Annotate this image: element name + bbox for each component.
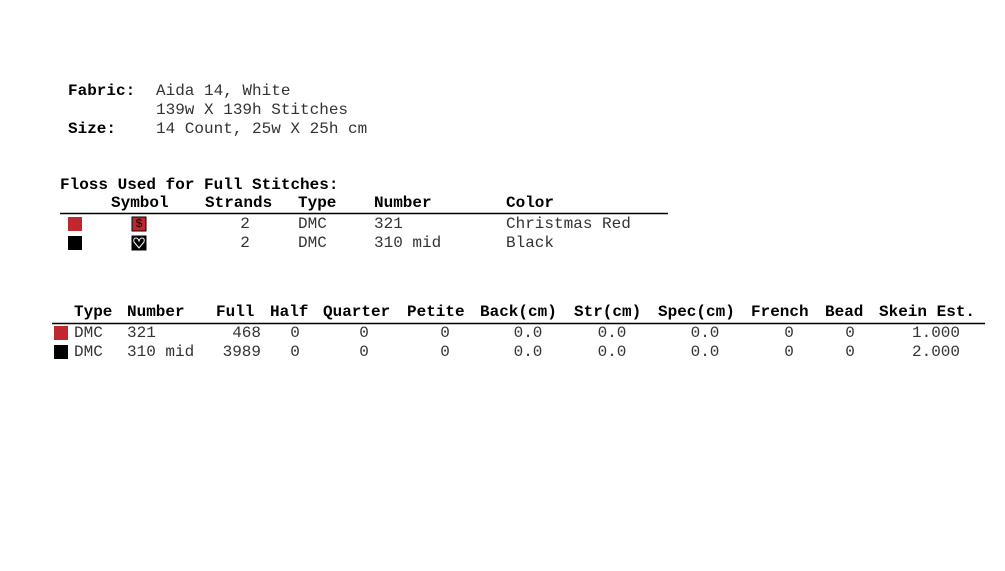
size-value: 14 Count, 25w X 25h cm bbox=[156, 120, 367, 138]
summary-header: Number bbox=[127, 303, 185, 321]
floss-type: DMC bbox=[298, 215, 327, 233]
floss-title: Floss Used for Full Stitches: bbox=[60, 176, 338, 194]
summary-header: Type bbox=[74, 303, 112, 321]
summary-cell: 0.0 bbox=[514, 343, 543, 361]
summary-cell: 3989 bbox=[223, 343, 261, 361]
summary-cell: 0 bbox=[845, 343, 855, 361]
symbol-box bbox=[131, 216, 147, 232]
summary-cell: 0 bbox=[784, 324, 794, 342]
size-label: Size: bbox=[68, 120, 116, 138]
summary-cell: 2.000 bbox=[912, 343, 960, 361]
summary-cell: 0.0 bbox=[598, 343, 627, 361]
floss-header: Symbol bbox=[111, 194, 169, 212]
floss-header: Type bbox=[298, 194, 336, 212]
swatch bbox=[54, 326, 68, 340]
summary-cell: 0 bbox=[290, 343, 300, 361]
symbol-box bbox=[131, 235, 147, 251]
summary-header: French bbox=[751, 303, 809, 321]
summary-header: Back(cm) bbox=[480, 303, 557, 321]
summary-cell: 0 bbox=[359, 343, 369, 361]
summary-header: Spec(cm) bbox=[658, 303, 735, 321]
summary-cell: 1.000 bbox=[912, 324, 960, 342]
summary-header: Bead bbox=[825, 303, 863, 321]
summary-cell: 0 bbox=[845, 324, 855, 342]
floss-number: 310 mid bbox=[374, 234, 441, 252]
strands: 2 bbox=[240, 215, 250, 233]
summary-header: Half bbox=[270, 303, 308, 321]
floss-header: Strands bbox=[205, 194, 272, 212]
summary-cell: 0 bbox=[440, 324, 450, 342]
summary-cell: 0.0 bbox=[691, 324, 720, 342]
swatch bbox=[54, 345, 68, 359]
summary-header: Quarter bbox=[323, 303, 390, 321]
fabric-stitches: 139w X 139h Stitches bbox=[156, 101, 348, 119]
summary-cell: 310 mid bbox=[127, 343, 194, 361]
summary-cell: DMC bbox=[74, 324, 103, 342]
summary-cell: 0.0 bbox=[514, 324, 543, 342]
floss-number: 321 bbox=[374, 215, 403, 233]
summary-cell: 0 bbox=[784, 343, 794, 361]
color-name: Black bbox=[506, 234, 554, 252]
summary-header: Str(cm) bbox=[574, 303, 641, 321]
summary-cell: 468 bbox=[232, 324, 261, 342]
fabric-value: Aida 14, White bbox=[156, 82, 290, 100]
summary-cell: 0 bbox=[290, 324, 300, 342]
symbol: $ bbox=[135, 217, 142, 231]
swatch bbox=[68, 217, 82, 231]
summary-cell: 321 bbox=[127, 324, 156, 342]
swatch bbox=[68, 236, 82, 250]
summary-cell: 0 bbox=[440, 343, 450, 361]
floss-header: Color bbox=[506, 194, 554, 212]
summary-cell: 0.0 bbox=[691, 343, 720, 361]
summary-cell: 0.0 bbox=[598, 324, 627, 342]
fabric-label: Fabric: bbox=[68, 82, 135, 100]
symbol-heart bbox=[133, 237, 145, 249]
summary-cell: DMC bbox=[74, 343, 103, 361]
color-name: Christmas Red bbox=[506, 215, 631, 233]
summary-cell: 0 bbox=[359, 324, 369, 342]
strands: 2 bbox=[240, 234, 250, 252]
summary-header: Petite bbox=[407, 303, 465, 321]
summary-header: Skein Est. bbox=[879, 303, 975, 321]
summary-header: Full bbox=[216, 303, 254, 321]
floss-header: Number bbox=[374, 194, 432, 212]
floss-type: DMC bbox=[298, 234, 327, 252]
